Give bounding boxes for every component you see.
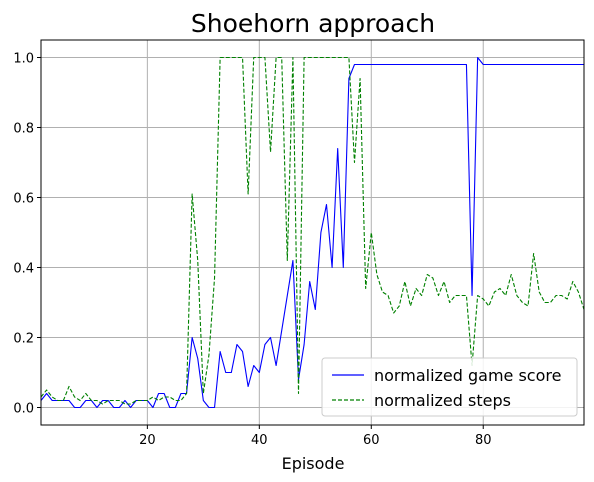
y-tick-label: 1.0	[13, 52, 34, 67]
grid	[41, 40, 584, 425]
plot-frame	[40, 39, 585, 426]
y-tick-label: 0.6	[13, 192, 34, 207]
legend: normalized game score normalized steps	[321, 357, 578, 417]
y-tick-label: 0.0	[13, 402, 34, 417]
series-line-game-score	[40, 56, 584, 409]
x-tick-label: 60	[363, 433, 380, 448]
y-tick-label: 0.4	[13, 262, 34, 277]
ticks: 20 40 60 80 0.0 0.2 0.4 0.6 0.8 1.0	[13, 52, 491, 449]
legend-box	[321, 357, 578, 417]
x-axis-label: Episode	[282, 454, 345, 473]
legend-label-steps: normalized steps	[374, 391, 511, 410]
series-group	[40, 56, 585, 409]
x-tick-label: 20	[139, 433, 156, 448]
x-tick-label: 40	[251, 433, 268, 448]
legend-label-game-score: normalized game score	[374, 366, 561, 385]
chart-title: Shoehorn approach	[191, 9, 435, 38]
y-tick-label: 0.8	[13, 122, 34, 137]
series-line-steps	[40, 56, 585, 405]
y-tick-label: 0.2	[13, 332, 34, 347]
x-tick-label: 80	[475, 433, 492, 448]
